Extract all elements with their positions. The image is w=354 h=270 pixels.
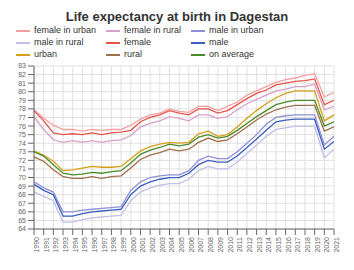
svg-text:74: 74 xyxy=(18,140,26,147)
html-text:rural: rural xyxy=(124,49,143,59)
svg-text:71: 71 xyxy=(18,165,26,172)
svg-text:1995: 1995 xyxy=(81,237,88,253)
svg-text:2010: 2010 xyxy=(227,237,234,253)
svg-text:82: 82 xyxy=(18,71,26,78)
svg-text:2005: 2005 xyxy=(178,237,185,253)
svg-text:2015: 2015 xyxy=(275,237,282,253)
svg-text:72: 72 xyxy=(18,157,26,164)
svg-text:2004: 2004 xyxy=(168,237,175,253)
svg-text:2006: 2006 xyxy=(188,237,195,253)
svg-text:83: 83 xyxy=(18,62,26,69)
svg-text:2018: 2018 xyxy=(304,237,311,253)
svg-text:69: 69 xyxy=(18,183,26,190)
svg-text:64: 64 xyxy=(18,225,26,232)
svg-text:77: 77 xyxy=(18,114,26,121)
svg-text:81: 81 xyxy=(18,80,26,87)
svg-text:1997: 1997 xyxy=(101,237,108,253)
svg-text:1999: 1999 xyxy=(120,237,127,253)
svg-text:67: 67 xyxy=(18,200,26,207)
svg-text:66: 66 xyxy=(18,208,26,215)
svg-text:73: 73 xyxy=(18,148,26,155)
svg-text:2019: 2019 xyxy=(314,237,321,253)
svg-text:68: 68 xyxy=(18,191,26,198)
html-text:male: male xyxy=(209,37,229,47)
svg-text:1998: 1998 xyxy=(110,237,117,253)
svg-text:78: 78 xyxy=(18,105,26,112)
svg-text:2011: 2011 xyxy=(236,237,243,252)
html-text:female in rural: female in rural xyxy=(124,25,182,35)
svg-text:2013: 2013 xyxy=(256,237,263,253)
svg-text:1996: 1996 xyxy=(91,237,98,253)
svg-text:1991: 1991 xyxy=(43,237,50,253)
svg-text:1994: 1994 xyxy=(72,237,79,253)
svg-text:1990: 1990 xyxy=(33,237,40,253)
svg-text:2017: 2017 xyxy=(294,237,301,253)
svg-text:70: 70 xyxy=(18,174,26,181)
svg-text:1993: 1993 xyxy=(62,237,69,253)
svg-text:2020: 2020 xyxy=(323,237,330,253)
svg-text:2012: 2012 xyxy=(246,237,253,253)
html-text:Life expectancy at birth in Da: Life expectancy at birth in Dagestan xyxy=(65,9,289,24)
html-text:female in urban: female in urban xyxy=(34,25,96,35)
svg-text:2001: 2001 xyxy=(139,237,146,253)
svg-text:2008: 2008 xyxy=(207,237,214,253)
svg-text:65: 65 xyxy=(18,217,26,224)
html-text:female: female xyxy=(124,37,152,47)
svg-text:76: 76 xyxy=(18,123,26,130)
svg-text:2014: 2014 xyxy=(265,237,272,253)
svg-text:2000: 2000 xyxy=(130,237,137,253)
svg-text:79: 79 xyxy=(18,97,26,104)
html-text:on average: on average xyxy=(209,49,255,59)
svg-text:2003: 2003 xyxy=(159,237,166,253)
html-text:urban: urban xyxy=(34,49,57,59)
svg-text:2009: 2009 xyxy=(217,237,224,253)
html-text:male in urban: male in urban xyxy=(209,25,264,35)
svg-text:1992: 1992 xyxy=(52,237,59,253)
svg-text:2016: 2016 xyxy=(285,237,292,253)
svg-text:2021: 2021 xyxy=(333,237,340,253)
svg-text:2007: 2007 xyxy=(197,237,204,253)
html-text:male in rural: male in rural xyxy=(34,37,84,47)
svg-text:75: 75 xyxy=(18,131,26,138)
svg-text:80: 80 xyxy=(18,88,26,95)
svg-text:2002: 2002 xyxy=(149,237,156,253)
